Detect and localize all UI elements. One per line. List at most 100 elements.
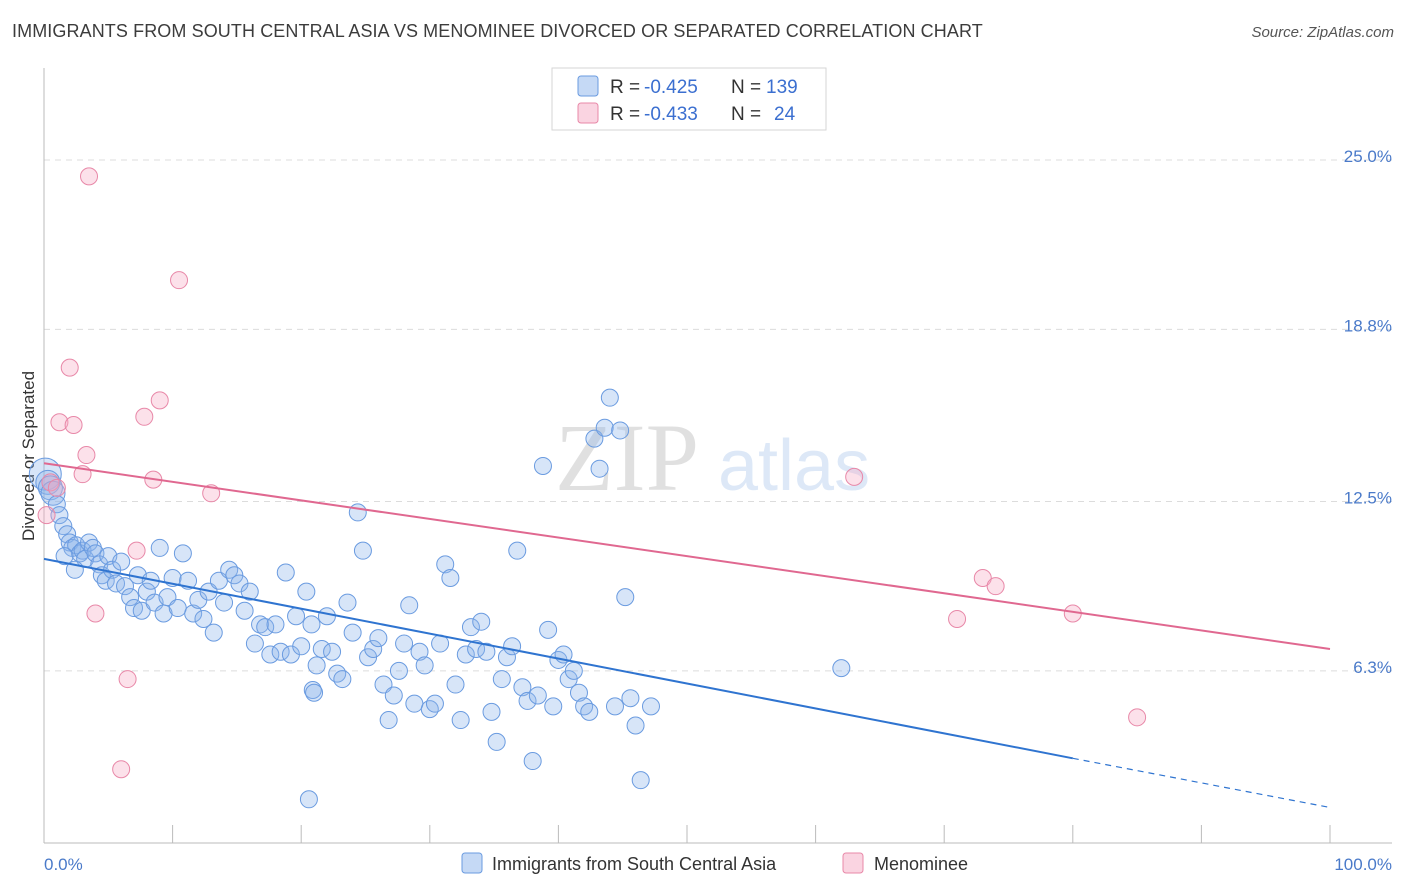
watermark: ZIP atlas [555,404,870,511]
point-blue [215,593,234,612]
watermark-atlas: atlas [718,426,870,506]
point-blue [96,571,115,590]
legend-r-value-1: -0.425 [644,77,698,98]
point-blue [611,421,630,440]
point-blue [533,456,552,475]
point-blue [364,640,383,659]
point-blue [626,716,645,735]
point-blue [343,623,362,642]
point-blue [287,607,306,626]
point-blue [266,615,285,634]
point-blue [374,675,393,694]
point-pink [948,609,967,628]
axes [43,68,1392,844]
point-blue [240,582,259,601]
x-tick-label-max: 100.0% [1334,855,1392,874]
point-pink [112,760,131,779]
point-blue [600,388,619,407]
point-blue [518,691,537,710]
point-blue [121,588,140,607]
point-pink [80,167,99,186]
point-blue [158,588,177,607]
point-blue [569,683,588,702]
legend-r-label-1: R = [610,77,640,98]
point-blue [256,618,275,637]
point-blue [307,656,326,675]
series-blue-points [28,388,851,809]
point-pink [986,577,1005,596]
point-blue [297,582,316,601]
point-blue [384,686,403,705]
point-blue [220,560,239,579]
point-blue [528,686,547,705]
point-blue [405,694,424,713]
bottom-legend-swatch-pink [842,852,864,874]
legend-swatch-pink [577,102,599,124]
point-blue [590,459,609,478]
point-blue [353,541,372,560]
point-pink [50,413,69,432]
legend-swatch-blue [577,75,599,97]
trend-line-blue [43,557,1073,760]
point-blue [132,601,151,620]
point-blue [513,678,532,697]
point-blue [338,593,357,612]
point-blue [50,506,69,525]
point-blue [312,640,331,659]
point-pink [1128,708,1147,727]
point-blue [482,702,501,721]
point-pink [37,506,56,525]
point-pink [135,407,154,426]
point-blue [40,480,66,506]
point-blue [245,634,264,653]
point-blue [415,656,434,675]
point-pink [77,446,96,465]
point-blue [55,547,74,566]
point-blue [299,790,318,809]
point-blue [446,675,465,694]
point-blue [441,568,460,587]
point-blue [595,418,614,437]
point-blue [47,495,66,514]
point-blue [585,429,604,448]
point-blue [168,599,187,618]
point-blue [410,642,429,661]
point-blue [832,659,851,678]
point-pink [118,670,137,689]
point-blue [395,634,414,653]
point-pink [60,358,79,377]
point-blue [616,588,635,607]
point-blue [461,618,480,637]
point-pink [150,391,169,410]
legend-r-label-2: R = [610,104,640,125]
x-tick-label-min: 0.0% [44,855,83,874]
source-label: Source: ZipAtlas.com [1251,24,1394,41]
y-tick-label: 25.0% [1344,147,1392,166]
point-blue [477,642,496,661]
point-blue [28,457,62,491]
point-pink [202,484,221,503]
point-blue [271,642,290,661]
point-pink [47,478,66,497]
point-blue [251,615,270,634]
y-tick-label: 6.3% [1353,658,1392,677]
legend-n-value-1: 139 [766,77,798,98]
point-blue [369,629,388,648]
point-blue [564,661,583,680]
legend-n-label-1: N = [731,77,761,98]
trend-line-pink [43,462,1331,651]
point-blue [292,637,311,656]
point-blue [235,601,254,620]
point-blue [523,752,542,771]
bottom-legend-label-1: Immigrants from South Central Asia [492,854,777,874]
point-blue [544,697,563,716]
point-blue [184,604,203,623]
legend-n-value-2: 24 [774,104,796,125]
point-blue [348,503,367,522]
point-blue [389,661,408,680]
trend-lines [43,462,1331,809]
point-pink [64,415,83,434]
point-blue [503,637,522,656]
point-pink [845,467,864,486]
